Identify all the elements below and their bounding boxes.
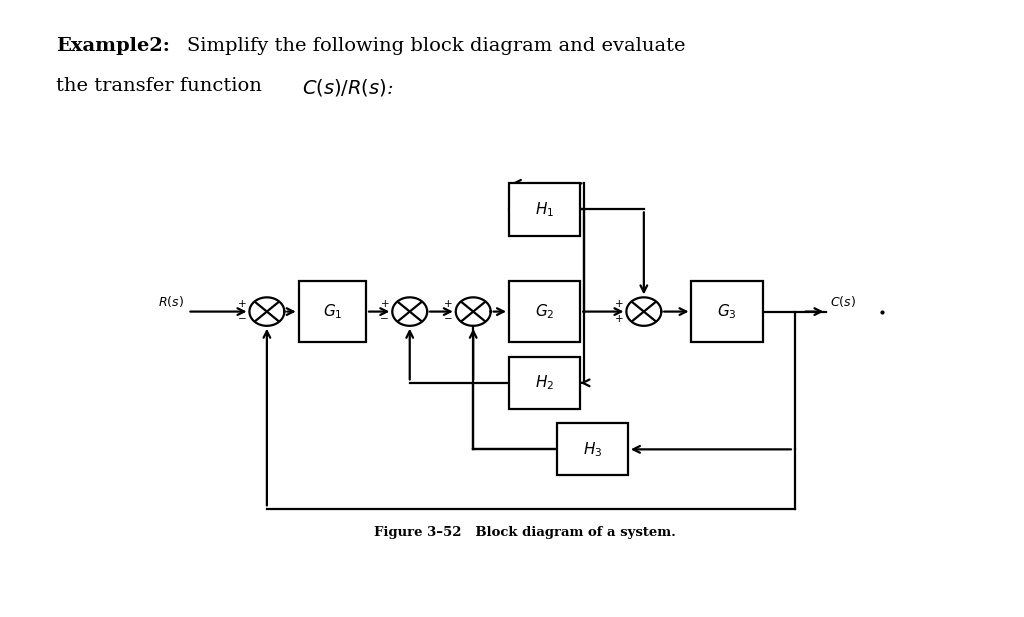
Text: Figure 3–52   Block diagram of a system.: Figure 3–52 Block diagram of a system.: [374, 526, 676, 539]
Text: $H_2$: $H_2$: [536, 373, 554, 392]
Bar: [557, 423, 628, 476]
Bar: [509, 281, 581, 342]
Text: +: +: [444, 299, 453, 308]
Text: −: −: [238, 315, 246, 325]
Bar: [299, 281, 367, 342]
Text: $G_1$: $G_1$: [323, 302, 342, 321]
Text: $G_2$: $G_2$: [535, 302, 554, 321]
Bar: [509, 357, 581, 409]
Text: −: −: [443, 315, 453, 325]
Text: $H_1$: $H_1$: [536, 200, 554, 219]
Text: +: +: [381, 299, 389, 308]
Bar: [509, 183, 581, 236]
Text: $C(s)$: $C(s)$: [830, 294, 856, 309]
Text: $H_3$: $H_3$: [583, 440, 602, 458]
Text: Simplify the following block diagram and evaluate: Simplify the following block diagram and…: [187, 37, 686, 55]
Text: $R(s)$: $R(s)$: [158, 294, 183, 309]
Bar: [691, 281, 763, 342]
Text: $C(s)/ R(s)$:: $C(s)/ R(s)$:: [302, 77, 393, 98]
Text: the transfer function: the transfer function: [56, 77, 268, 95]
Text: $G_3$: $G_3$: [718, 302, 737, 321]
Text: +: +: [614, 315, 624, 325]
Text: Example2:: Example2:: [56, 37, 170, 55]
Text: −: −: [380, 315, 389, 325]
Text: +: +: [238, 299, 246, 308]
Text: +: +: [614, 299, 624, 308]
